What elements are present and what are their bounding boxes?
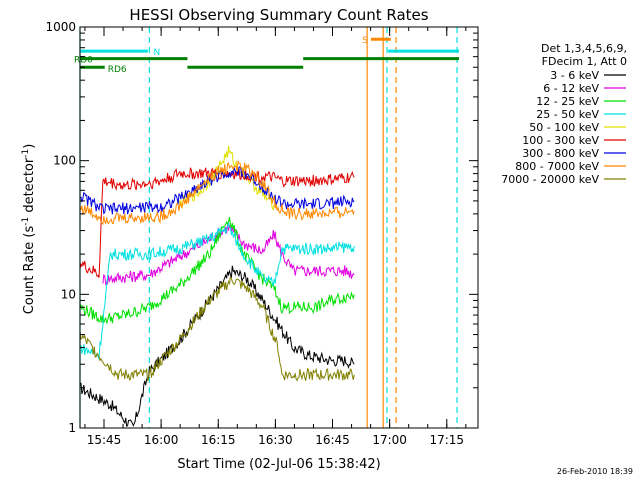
plot-frame: [79, 26, 479, 429]
x-tick-label: 16:30: [258, 433, 293, 447]
legend-header-2: FDecim 1, Att 0: [542, 55, 627, 68]
x-tick-label: 16:15: [201, 433, 236, 447]
legend-entry-label: 7000 - 20000 keV: [501, 173, 599, 186]
series-line: [102, 224, 355, 286]
chart-title: HESSI Observing Summary Count Rates: [129, 6, 428, 24]
legend-entry-label: 50 - 100 keV: [529, 121, 599, 134]
series-line: [79, 276, 355, 382]
legend-entry-label: 12 - 25 keV: [536, 95, 599, 108]
flag-label-n: N: [153, 48, 160, 58]
generation-timestamp: 26-Feb-2010 18:39: [557, 467, 633, 476]
legend-entry-label: 25 - 50 keV: [536, 108, 599, 121]
series-line: [79, 222, 355, 360]
x-tick-label: 16:00: [144, 433, 179, 447]
legend-entry-label: 6 - 12 keV: [543, 82, 599, 95]
x-tick-label: 16:45: [315, 433, 350, 447]
series-line: [79, 165, 355, 215]
series-line: [79, 167, 355, 278]
legend-entry-label: 800 - 7000 keV: [515, 160, 599, 173]
legend-entry-label: 300 - 800 keV: [522, 147, 599, 160]
series-line: [79, 265, 355, 428]
legend-entry-label: 100 - 300 keV: [522, 134, 599, 147]
y-axis-label: Count Rate (s-1 detector-1): [21, 144, 37, 315]
flag-label-rd6: RD6: [108, 65, 127, 75]
x-axis-label: Start Time (02-Jul-06 15:38:42): [177, 457, 380, 472]
y-tick-label: 10: [61, 287, 76, 301]
y-tick-label: 100: [53, 154, 76, 168]
x-tick-label: 17:15: [429, 433, 464, 447]
y-tick-label: 1000: [45, 20, 76, 34]
legend-entry-label: 3 - 6 keV: [550, 69, 599, 82]
plot-area: N RD0 RD6 S 1 10 100 1000 15:45 16:00 16:15 16:30 16…: [45, 20, 479, 447]
legend-header-1: Det 1,3,4,5,6,9,: [541, 42, 627, 55]
series-line: [79, 160, 355, 226]
flag-label-s: S: [362, 36, 368, 46]
y-tick-label: 1: [68, 421, 76, 435]
x-tick-label: 15:45: [87, 433, 122, 447]
flag-label-rd0: RD0: [74, 56, 93, 66]
x-tick-label: 17:00: [372, 433, 407, 447]
